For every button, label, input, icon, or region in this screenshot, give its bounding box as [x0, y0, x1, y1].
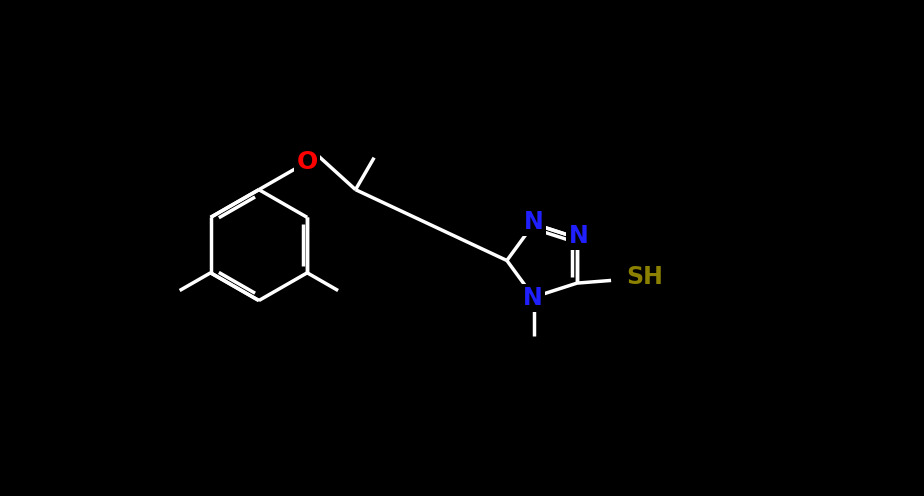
Text: N: N [523, 286, 542, 310]
Text: O: O [297, 150, 318, 174]
Text: N: N [524, 210, 543, 234]
Text: SH: SH [626, 265, 663, 289]
Text: N: N [568, 224, 589, 248]
